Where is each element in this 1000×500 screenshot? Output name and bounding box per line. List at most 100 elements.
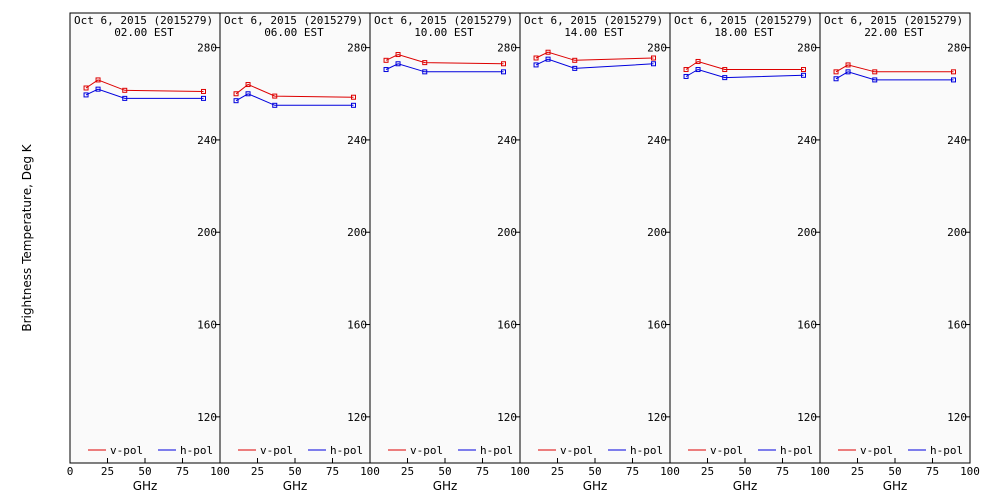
data-point (395, 61, 401, 67)
data-point (533, 55, 539, 61)
data-point (83, 92, 89, 98)
data-point (545, 56, 551, 62)
panel-subtitle: 06.00 EST (264, 26, 324, 39)
series-line (235, 93, 354, 106)
panel-title: Oct 6, 2015 (2015279) (224, 14, 363, 27)
data-point (533, 62, 539, 68)
x-axis-label: GHz (583, 479, 608, 493)
y-tick-label: 240 (797, 134, 817, 147)
data-point (951, 77, 956, 83)
data-point (872, 69, 878, 75)
data-point (383, 57, 389, 63)
series-line (85, 79, 204, 92)
chart-panels: Oct 6, 2015 (2015279)02.00 EST2802402001… (67, 12, 980, 493)
series-line (685, 68, 804, 79)
y-tick-label: 120 (197, 411, 217, 424)
y-tick-label: 200 (647, 226, 667, 239)
x-tick-label: 25 (551, 465, 564, 478)
panel-frame (69, 12, 221, 464)
series-line (535, 58, 654, 69)
y-tick-label: 160 (497, 319, 517, 332)
x-tick-label: 50 (138, 465, 151, 478)
data-point (845, 69, 851, 75)
y-axis-label: Brightness Temperature, Deg K (20, 143, 34, 331)
x-tick-label: 75 (926, 465, 939, 478)
y-tick-label: 280 (647, 42, 667, 55)
data-point (683, 67, 689, 73)
series-line (385, 53, 504, 65)
y-tick-label: 200 (947, 226, 967, 239)
data-point (383, 67, 389, 73)
panel-frame (369, 12, 521, 464)
x-tick-label: 100 (810, 465, 830, 478)
y-tick-label: 240 (947, 134, 967, 147)
data-point (695, 67, 701, 73)
legend-label: h-pol (930, 444, 963, 457)
x-tick-label: 50 (288, 465, 301, 478)
panel-subtitle: 14.00 EST (564, 26, 624, 39)
data-point (651, 61, 656, 67)
series-line (85, 88, 204, 99)
data-point (233, 98, 239, 104)
y-tick-label: 120 (347, 411, 367, 424)
data-point (95, 77, 101, 83)
x-tick-label: 50 (438, 465, 451, 478)
data-point (122, 95, 128, 101)
x-tick-label: 75 (176, 465, 189, 478)
y-tick-label: 280 (197, 42, 217, 55)
x-tick-label: 100 (510, 465, 530, 478)
data-point (245, 91, 251, 97)
data-point (272, 102, 278, 108)
panel-title: Oct 6, 2015 (2015279) (824, 14, 963, 27)
panel-title: Oct 6, 2015 (2015279) (524, 14, 663, 27)
data-point (95, 86, 101, 92)
legend-label: v-pol (710, 444, 743, 457)
x-tick-label: 100 (360, 465, 380, 478)
data-point (122, 87, 128, 93)
y-tick-label: 280 (797, 42, 817, 55)
y-tick-label: 200 (797, 226, 817, 239)
x-tick-label: 100 (960, 465, 980, 478)
data-point (233, 91, 239, 97)
legend-label: v-pol (860, 444, 893, 457)
legend-label: h-pol (630, 444, 663, 457)
data-point (845, 62, 851, 68)
data-point (801, 72, 806, 78)
legend-label: h-pol (480, 444, 513, 457)
y-tick-label: 240 (647, 134, 667, 147)
x-tick-label: 100 (210, 465, 230, 478)
data-point (833, 76, 839, 82)
x-tick-label: 75 (626, 465, 639, 478)
y-tick-label: 120 (947, 411, 967, 424)
data-point (951, 69, 956, 75)
x-axis-label: GHz (733, 479, 758, 493)
data-point (545, 49, 551, 55)
x-axis-label: GHz (883, 479, 908, 493)
legend-label: h-pol (780, 444, 813, 457)
data-point (872, 77, 878, 83)
x-axis-label: GHz (133, 479, 158, 493)
data-point (351, 102, 356, 108)
x-tick-label: 25 (101, 465, 114, 478)
data-point (201, 88, 206, 94)
data-point (501, 69, 506, 75)
y-tick-label: 120 (647, 411, 667, 424)
x-tick-label: 25 (851, 465, 864, 478)
x-tick-label: 75 (776, 465, 789, 478)
panel-subtitle: 22.00 EST (864, 26, 924, 39)
y-tick-label: 160 (797, 319, 817, 332)
x-tick-label: 50 (738, 465, 751, 478)
data-point (683, 73, 689, 79)
series-line (235, 83, 354, 98)
y-tick-label: 120 (497, 411, 517, 424)
data-point (201, 95, 206, 101)
y-tick-label: 200 (347, 226, 367, 239)
data-point (722, 67, 728, 73)
legend-label: v-pol (410, 444, 443, 457)
y-tick-label: 160 (947, 319, 967, 332)
data-point (83, 85, 89, 91)
panel-title: Oct 6, 2015 (2015279) (74, 14, 213, 27)
data-point (395, 52, 401, 58)
series-line (385, 63, 504, 73)
chart-panel: Oct 6, 2015 (2015279)10.00 EST 280 240 200 1… (369, 12, 530, 493)
